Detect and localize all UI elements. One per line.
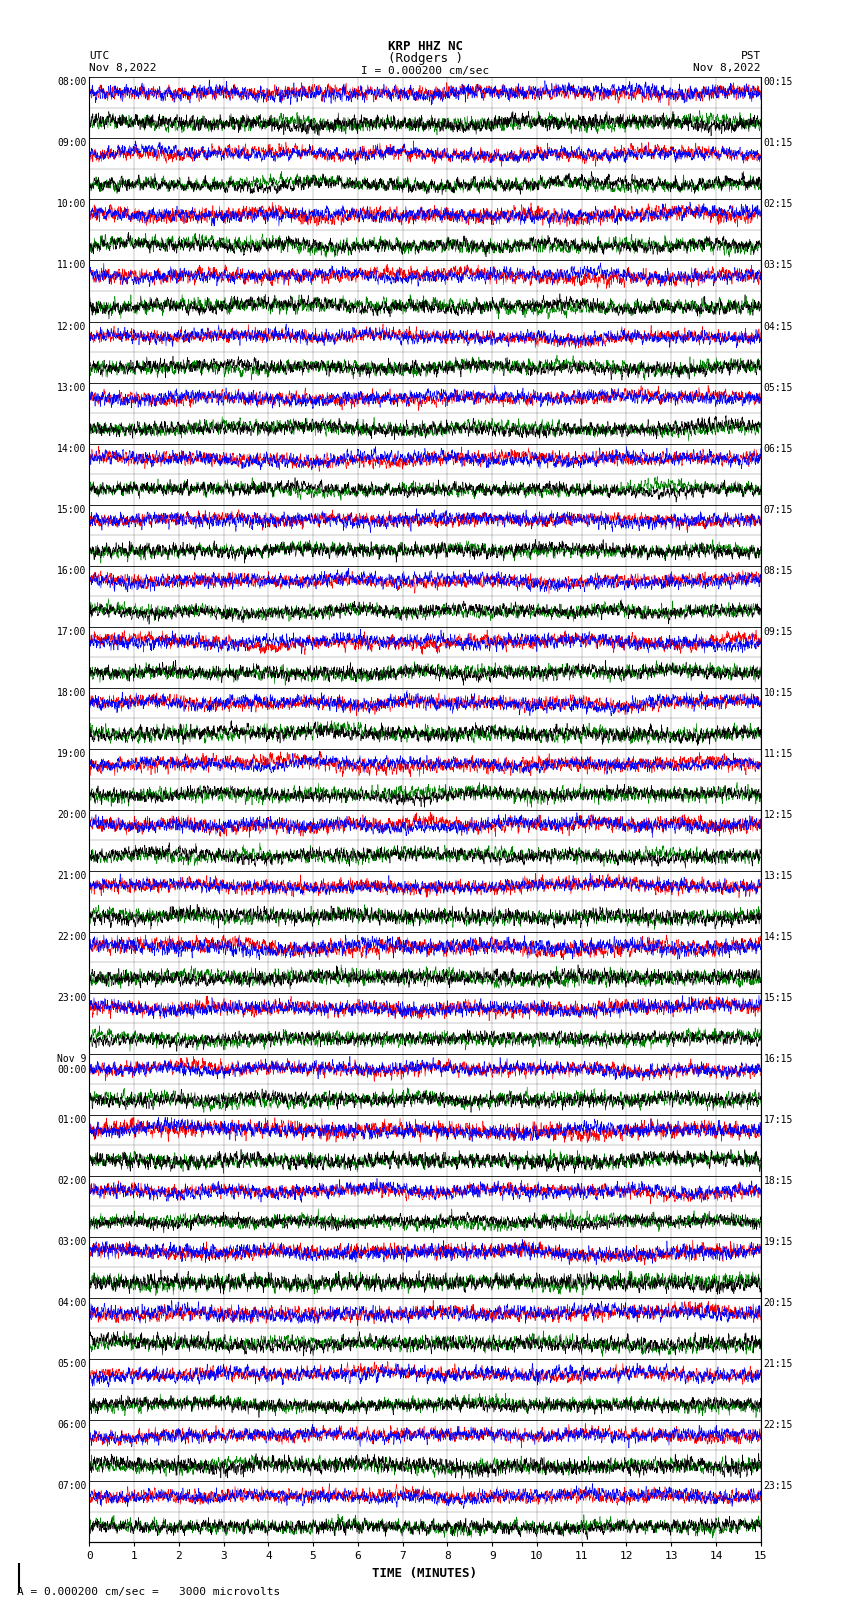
Text: I = 0.000200 cm/sec: I = 0.000200 cm/sec — [361, 66, 489, 76]
Text: UTC: UTC — [89, 52, 110, 61]
Text: PST: PST — [740, 52, 761, 61]
Text: KRP HHZ NC: KRP HHZ NC — [388, 40, 462, 53]
Text: (Rodgers ): (Rodgers ) — [388, 52, 462, 65]
X-axis label: TIME (MINUTES): TIME (MINUTES) — [372, 1566, 478, 1579]
Text: Nov 8,2022: Nov 8,2022 — [694, 63, 761, 73]
Text: Nov 8,2022: Nov 8,2022 — [89, 63, 156, 73]
Text: A = 0.000200 cm/sec =   3000 microvolts: A = 0.000200 cm/sec = 3000 microvolts — [17, 1587, 280, 1597]
